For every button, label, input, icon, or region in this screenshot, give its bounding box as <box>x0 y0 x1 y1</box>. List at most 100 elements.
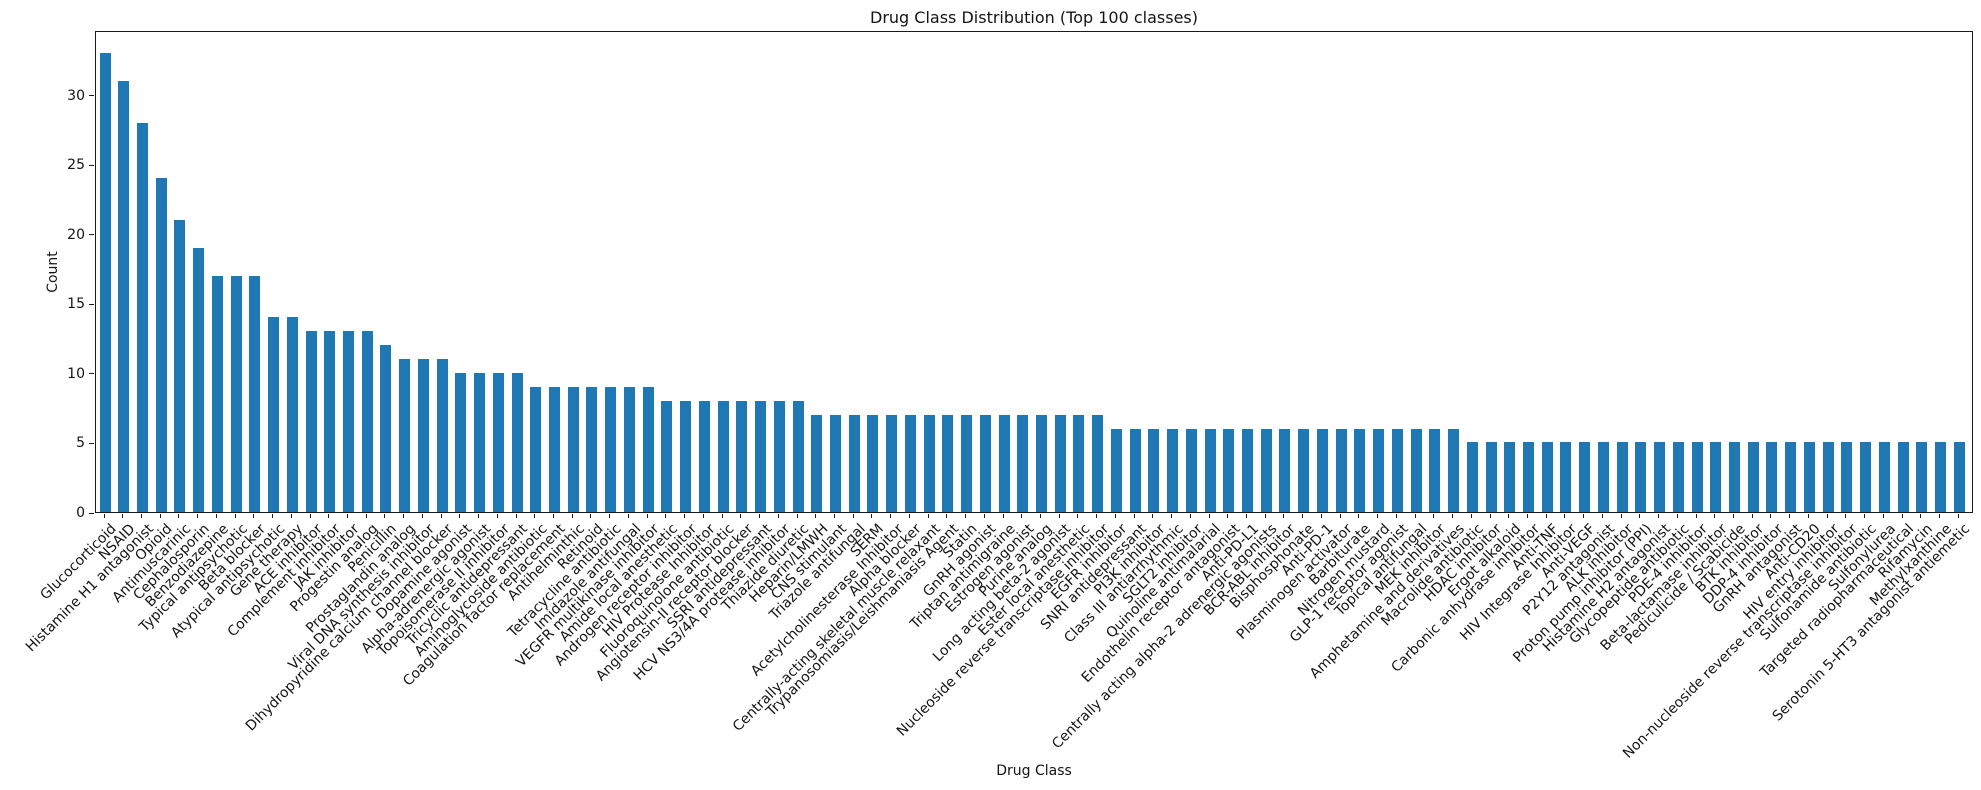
x-tick-mark <box>215 514 217 518</box>
x-tick-mark <box>1564 514 1566 518</box>
bar <box>1729 442 1740 512</box>
x-tick-mark <box>1096 514 1098 518</box>
plot-area <box>95 31 1973 513</box>
bar <box>586 386 598 512</box>
x-tick-mark <box>571 514 573 518</box>
x-tick-mark <box>459 514 461 518</box>
x-tick-mark <box>1433 514 1435 518</box>
y-tick-label: 10 <box>67 365 85 382</box>
x-tick-mark <box>1171 514 1173 518</box>
x-tick-mark <box>1114 514 1116 518</box>
bar <box>567 386 579 512</box>
bar <box>1204 428 1216 512</box>
bar <box>1073 414 1085 512</box>
x-tick-mark <box>609 514 611 518</box>
y-tick-mark <box>89 373 94 375</box>
x-tick-mark <box>1246 514 1248 518</box>
bar <box>1897 442 1909 512</box>
x-tick-mark <box>1601 514 1603 518</box>
bar <box>211 275 223 512</box>
x-tick-mark <box>946 514 948 518</box>
bar <box>399 358 411 512</box>
x-tick-mark <box>890 514 892 518</box>
bar <box>1766 442 1778 512</box>
bar <box>455 372 467 512</box>
x-tick-mark <box>1002 514 1004 518</box>
bar <box>698 400 710 512</box>
bar <box>361 331 373 512</box>
bar <box>549 386 561 512</box>
bar <box>1504 442 1516 512</box>
x-tick-mark <box>665 514 667 518</box>
x-tick-mark <box>1807 514 1809 518</box>
x-tick-mark <box>721 514 723 518</box>
bar <box>1017 414 1029 512</box>
x-tick-mark <box>197 514 199 518</box>
x-tick-mark <box>1040 514 1041 518</box>
bar <box>717 400 729 512</box>
bar <box>979 414 991 512</box>
x-tick-mark <box>1470 514 1472 518</box>
x-tick-mark <box>103 514 105 518</box>
x-tick-mark <box>1058 514 1060 518</box>
bar <box>1092 414 1104 512</box>
y-tick-mark <box>89 303 94 305</box>
x-tick-mark <box>272 514 274 518</box>
x-tick-mark <box>1508 514 1510 518</box>
bar <box>342 331 354 512</box>
bar <box>1522 442 1534 512</box>
x-tick-mark <box>496 514 498 518</box>
x-axis-label: Drug Class <box>996 763 1072 779</box>
bar <box>1841 442 1853 512</box>
bar <box>886 414 898 512</box>
y-tick-mark <box>89 234 94 236</box>
x-tick-mark <box>1845 514 1847 518</box>
x-tick-mark <box>983 514 985 518</box>
bar <box>1279 428 1291 512</box>
x-tick-mark <box>702 514 704 518</box>
x-tick-mark <box>1639 514 1641 518</box>
y-tick-label: 30 <box>67 87 85 104</box>
bar <box>1935 442 1947 512</box>
bar <box>492 372 504 512</box>
bar <box>867 414 879 512</box>
bar <box>1466 442 1478 512</box>
x-tick-mark <box>740 514 742 518</box>
x-tick-mark <box>122 514 124 518</box>
x-tick-mark <box>646 514 648 518</box>
x-tick-mark <box>1658 514 1660 518</box>
x-tick-mark <box>1377 514 1379 518</box>
bar <box>1373 428 1385 512</box>
x-tick-mark <box>871 514 873 518</box>
bar <box>417 358 429 512</box>
bar <box>1672 442 1684 512</box>
bar <box>1541 442 1553 512</box>
bar <box>923 414 935 512</box>
bar <box>530 386 542 512</box>
x-tick-mark <box>1452 514 1454 518</box>
x-tick-mark <box>1208 514 1210 518</box>
x-tick-mark <box>140 514 142 518</box>
bar <box>1448 428 1460 512</box>
bar <box>1110 428 1122 512</box>
x-tick-mark <box>1939 514 1941 518</box>
bar <box>1036 414 1047 512</box>
bar <box>1223 428 1235 512</box>
bar <box>1635 442 1647 512</box>
bar <box>811 414 823 512</box>
bar <box>1429 428 1441 512</box>
bar <box>998 414 1010 512</box>
x-tick-mark <box>908 514 910 518</box>
bar <box>380 345 392 512</box>
chart-title: Drug Class Distribution (Top 100 classes… <box>870 8 1198 27</box>
x-tick-mark <box>515 514 517 518</box>
x-tick-mark <box>440 514 442 518</box>
bar <box>1167 428 1179 512</box>
bar <box>1803 442 1815 512</box>
x-tick-mark <box>1583 514 1585 518</box>
bar <box>1298 428 1310 512</box>
bar <box>1316 428 1328 512</box>
bar <box>230 275 242 512</box>
x-tick-mark <box>1283 514 1285 518</box>
